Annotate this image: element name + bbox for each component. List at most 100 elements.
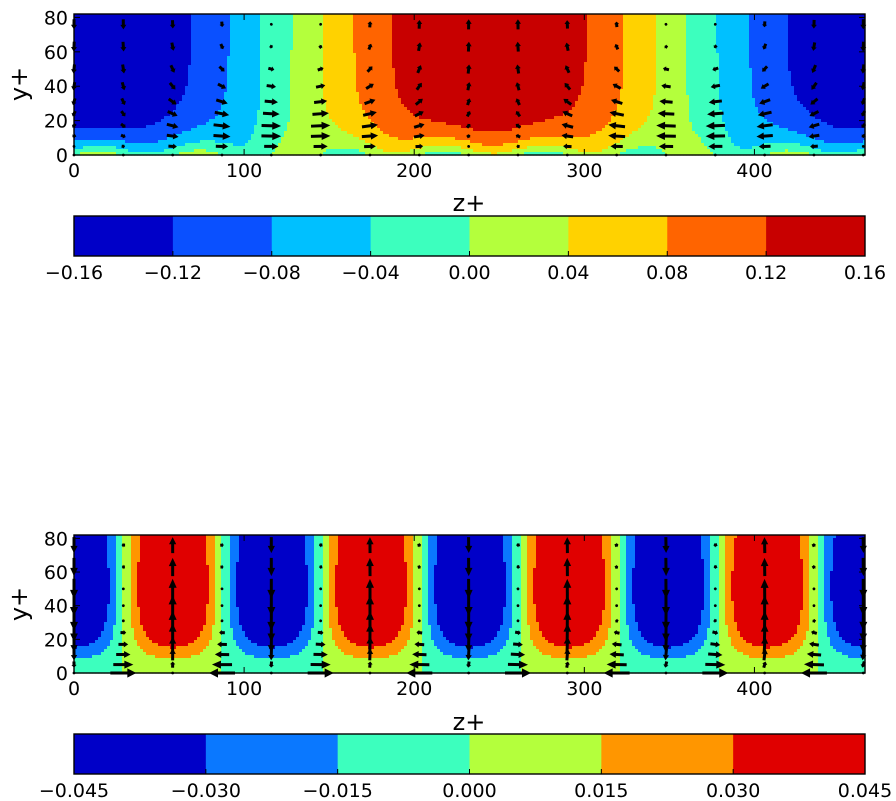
- contour-band-cell: [380, 658, 384, 674]
- contour-band-cell: [785, 643, 789, 656]
- velocity-arrow: [267, 66, 275, 72]
- contour-band-cell: [797, 14, 801, 102]
- contour-band-cell: [560, 646, 564, 659]
- contour-band-cell: [845, 128, 849, 144]
- contour-band-cell: [230, 535, 234, 629]
- velocity-arrow: [413, 122, 425, 129]
- velocity-arrow: [367, 43, 373, 51]
- contour-band-cell: [440, 146, 444, 153]
- contour-band-cell: [749, 68, 753, 150]
- contour-band-cell: [119, 14, 123, 129]
- contour-band-cell: [242, 652, 246, 674]
- contour-band-cell: [170, 149, 174, 156]
- contour-band-cell: [848, 152, 852, 156]
- contour-band-cell: [140, 649, 144, 674]
- contour-band-cell: [392, 655, 396, 674]
- contour-band-cell: [842, 143, 846, 153]
- contour-band-cell: [533, 535, 537, 569]
- contour-band-cell: [851, 152, 855, 156]
- contour-band-cell: [485, 152, 489, 156]
- contour-band-cell: [86, 646, 90, 659]
- contour-band-cell: [209, 640, 213, 674]
- contour-band-cell: [161, 658, 165, 674]
- contour-band-cell: [722, 535, 726, 674]
- contour-band-cell: [137, 646, 141, 674]
- contour-band-cell: [656, 14, 660, 150]
- x-tick-label: 300: [566, 160, 602, 182]
- contour-band-cell: [626, 625, 630, 674]
- contour-band-cell: [821, 152, 825, 156]
- contour-band-cell: [674, 646, 678, 659]
- contour-band-cell: [473, 535, 477, 647]
- contour-band-cell: [245, 14, 249, 144]
- contour-band-cell: [527, 140, 531, 147]
- contour-band-cell: [533, 146, 537, 153]
- contour-band-cell: [824, 122, 828, 144]
- contour-band-cell: [830, 143, 834, 153]
- velocity-arrow: [170, 661, 176, 668]
- contour-band-cell: [182, 14, 186, 96]
- velocity-arrow: [465, 41, 472, 52]
- contour-band-cell: [338, 625, 342, 650]
- contour-band-cell: [422, 137, 426, 147]
- contour-band-cell: [197, 535, 201, 638]
- velocity-arrow: [612, 83, 622, 90]
- contour-band-cell: [641, 637, 645, 656]
- contour-band-cell: [509, 628, 513, 674]
- contour-band-cell: [128, 143, 132, 153]
- contour-band-cell: [644, 14, 648, 123]
- contour-band-cell: [524, 149, 528, 153]
- velocity-arrow: [261, 121, 282, 130]
- contour-band-cell: [767, 14, 771, 123]
- contour-band-cell: [74, 14, 78, 129]
- contour-band-cell: [659, 658, 663, 674]
- contour-band-cell: [434, 535, 438, 566]
- contour-band-cell: [455, 125, 459, 141]
- velocity-arrow: [319, 587, 323, 591]
- contour-band-cell: [371, 14, 375, 123]
- velocity-arrow: [415, 82, 422, 91]
- velocity-arrow: [365, 595, 375, 616]
- contour-band-cell: [395, 637, 399, 656]
- contour-band-cell: [461, 149, 465, 156]
- contour-band-cell: [641, 125, 645, 147]
- contour-band-cell: [287, 643, 291, 659]
- contour-band-cell: [818, 535, 822, 674]
- contour-band-cell: [194, 655, 198, 674]
- y-tick-label: 60: [44, 42, 68, 64]
- contour-band-cell: [128, 535, 132, 674]
- bottom-colorbar-ticks: −0.045 −0.030 −0.015 0.000 0.015 0.030 0.045: [39, 769, 892, 801]
- contour-band-cell: [638, 14, 642, 129]
- contour-band-cell: [137, 535, 141, 563]
- velocity-arrow: [213, 122, 231, 130]
- contour-band-cell: [752, 535, 756, 647]
- top-plot-frame: [73, 13, 866, 156]
- contour-band-cell: [182, 535, 186, 647]
- contour-band-cell: [500, 14, 504, 132]
- contour-band-cell: [674, 14, 678, 156]
- contour-band-cell: [719, 110, 723, 156]
- contour-band-cell: [716, 14, 720, 54]
- velocity-arrow: [810, 143, 818, 150]
- contour-band-cell: [533, 646, 537, 674]
- contour-band-cell: [563, 658, 567, 674]
- contour-band-cell: [338, 14, 342, 129]
- contour-band-cell: [362, 140, 366, 153]
- contour-band-cell: [710, 14, 714, 153]
- contour-band-cell: [470, 535, 474, 650]
- contour-band-cell: [143, 652, 147, 674]
- contour-band-cell: [836, 652, 840, 674]
- contour-band-cell: [449, 655, 453, 674]
- contour-band-cell: [512, 14, 516, 129]
- contour-band-cell: [584, 643, 588, 659]
- contour-band-cell: [653, 95, 657, 147]
- contour-band-cell: [389, 14, 393, 138]
- contour-band-cell: [746, 149, 750, 156]
- contour-band-cell: [815, 149, 819, 156]
- contour-band-cell: [437, 152, 441, 156]
- contour-band-cell: [773, 143, 777, 153]
- contour-band-cell: [518, 140, 522, 150]
- contour-band-cell: [272, 152, 276, 156]
- contour-band-cell: [548, 137, 552, 147]
- contour-band-cell: [212, 140, 216, 153]
